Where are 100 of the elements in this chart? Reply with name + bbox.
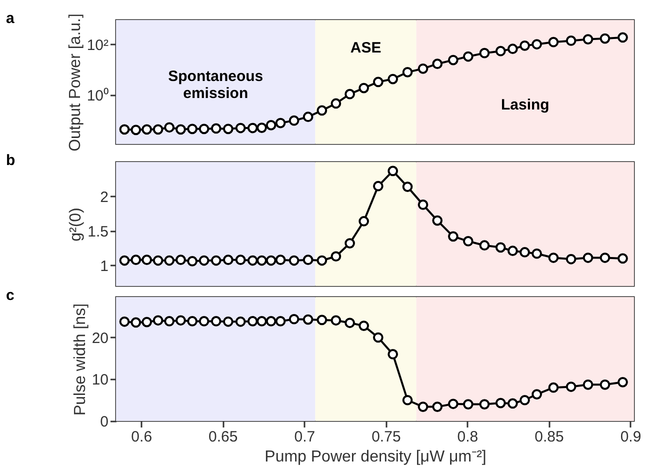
x-axis-title: Pump Power density [μW μm⁻²] — [264, 448, 486, 466]
point — [495, 398, 506, 408]
y-tick-label: 10⁰ — [86, 88, 108, 105]
point — [463, 51, 474, 62]
point — [164, 255, 174, 266]
point — [582, 252, 594, 263]
point — [288, 314, 300, 324]
point — [388, 74, 398, 84]
point — [142, 254, 152, 265]
point — [495, 242, 506, 253]
text: c — [6, 287, 14, 304]
point — [448, 398, 458, 410]
point — [582, 34, 594, 44]
point — [520, 394, 530, 406]
point — [432, 402, 443, 412]
point — [388, 349, 398, 360]
point — [119, 124, 130, 135]
point — [508, 398, 518, 409]
point — [600, 33, 610, 44]
y-axis-title: g²(0) — [68, 208, 85, 242]
point — [256, 316, 267, 326]
point — [275, 118, 286, 128]
point — [479, 240, 490, 251]
point — [222, 254, 234, 265]
text: b — [6, 152, 16, 169]
point — [187, 256, 198, 266]
point — [247, 122, 258, 134]
point — [448, 231, 458, 242]
point — [402, 67, 413, 78]
point — [316, 314, 328, 326]
x-tick-label: 0.8 — [457, 428, 478, 446]
point — [618, 253, 628, 264]
point — [152, 255, 164, 266]
point — [164, 122, 174, 133]
point — [235, 254, 246, 265]
point — [222, 316, 234, 327]
point — [532, 389, 542, 400]
point — [130, 124, 142, 136]
point — [256, 255, 267, 266]
point — [508, 246, 518, 256]
point — [402, 394, 413, 406]
point — [520, 247, 530, 258]
point — [164, 316, 174, 326]
point — [532, 248, 542, 259]
point — [479, 399, 490, 410]
point — [316, 255, 328, 266]
y-tick-label: 1 — [100, 258, 108, 275]
text: a — [6, 10, 15, 27]
point — [330, 98, 342, 109]
y-tick-label: 10 — [92, 372, 108, 389]
point — [508, 44, 518, 54]
point — [463, 399, 474, 410]
point — [358, 82, 370, 94]
point — [432, 215, 443, 226]
point — [532, 39, 542, 50]
point — [130, 254, 142, 265]
point — [176, 315, 186, 326]
x-tick-label: 0.9 — [620, 428, 642, 446]
point — [198, 255, 210, 266]
point — [566, 382, 576, 392]
point — [275, 254, 286, 265]
point — [235, 316, 246, 327]
band-label: Lasing — [500, 96, 550, 114]
x-tick-label: 0.75 — [372, 428, 401, 446]
point — [176, 124, 186, 135]
y-tick-label: 0 — [100, 414, 108, 430]
point — [235, 122, 246, 134]
point — [256, 122, 267, 133]
point — [448, 54, 458, 66]
point — [618, 376, 628, 388]
point — [130, 317, 142, 328]
point — [418, 63, 428, 74]
point — [600, 380, 610, 390]
point — [463, 236, 474, 246]
point — [479, 48, 490, 58]
x-tick-label: 0.85 — [534, 428, 564, 446]
point — [316, 105, 328, 116]
point — [432, 58, 443, 70]
band-label: Spontaneous emission — [168, 68, 264, 102]
point — [618, 32, 628, 43]
point — [176, 254, 186, 265]
point — [288, 115, 300, 126]
point — [358, 320, 370, 331]
point — [495, 46, 506, 56]
point — [372, 180, 384, 192]
point — [266, 316, 276, 326]
point — [418, 402, 428, 412]
point — [152, 124, 164, 135]
point — [302, 254, 314, 265]
point — [198, 316, 210, 326]
point — [344, 238, 355, 248]
point — [210, 316, 222, 326]
point — [247, 316, 258, 326]
point — [402, 182, 413, 192]
point — [372, 76, 384, 88]
y-axis-title: Output Power [a.u.] — [66, 14, 84, 152]
point — [566, 36, 576, 46]
point — [119, 316, 130, 327]
point — [418, 200, 428, 210]
point — [152, 315, 164, 326]
